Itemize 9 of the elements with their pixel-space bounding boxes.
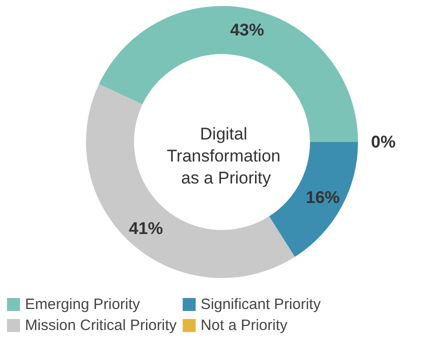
- legend-label: Not a Priority: [200, 317, 288, 334]
- legend-label: Mission Critical Priority: [25, 317, 178, 334]
- text: Digital Transformation as a Priority: [166, 124, 286, 188]
- data-label: 16%: [306, 188, 340, 207]
- legend-label: Emerging Priority: [25, 296, 141, 313]
- data-label: 43%: [230, 20, 264, 40]
- text: 0%: [371, 132, 396, 152]
- data-label: 41%: [128, 218, 163, 238]
- legend-label: Significant Priority: [200, 296, 322, 313]
